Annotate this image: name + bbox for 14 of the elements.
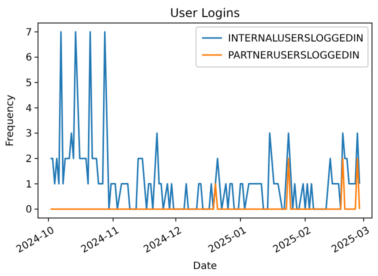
y-tick-label: 2 (26, 154, 32, 165)
y-tick-label: 3 (26, 128, 32, 140)
legend-label: PARTNERUSERSLOGGEDIN (228, 50, 360, 62)
y-tick-label: 6 (26, 52, 32, 64)
line-series (50, 31, 360, 210)
legend-label: INTERNALUSERSLOGGEDIN (228, 34, 364, 44)
y-tick-label: 5 (26, 78, 32, 90)
y-tick-label: 0 (26, 204, 32, 216)
y-tick-label: 1 (26, 179, 32, 190)
y-tick-label: 7 (26, 27, 32, 38)
y-axis-title: Frequency (5, 94, 16, 146)
y-tick-label: 4 (26, 103, 32, 114)
x-axis-title: Date (193, 261, 217, 272)
chart-title: User Logins (170, 6, 240, 20)
